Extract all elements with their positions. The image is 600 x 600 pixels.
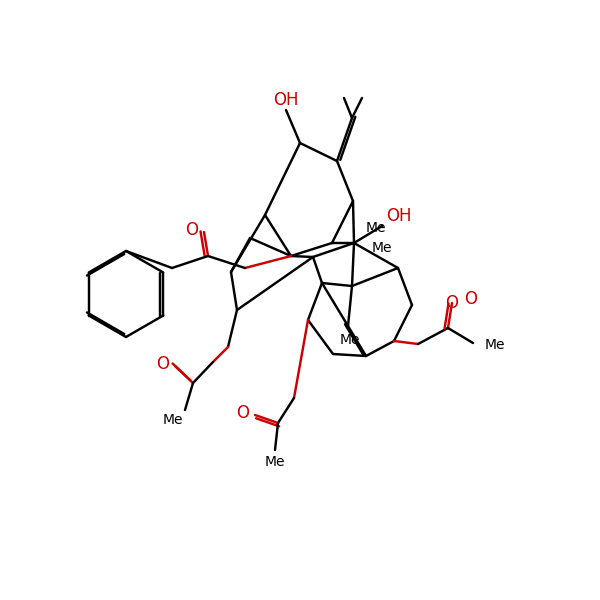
Text: OH: OH <box>386 207 412 225</box>
Text: Me: Me <box>340 333 360 347</box>
Text: O: O <box>464 290 477 308</box>
Text: O: O <box>445 294 458 312</box>
Text: O: O <box>236 404 250 422</box>
Text: Me: Me <box>163 413 183 427</box>
Text: Me: Me <box>265 455 285 469</box>
Text: OH: OH <box>273 91 299 109</box>
Text: Me: Me <box>366 221 386 235</box>
Text: Me: Me <box>485 338 505 352</box>
Text: Me: Me <box>372 241 392 255</box>
Text: O: O <box>185 221 199 239</box>
Text: O: O <box>157 355 170 373</box>
